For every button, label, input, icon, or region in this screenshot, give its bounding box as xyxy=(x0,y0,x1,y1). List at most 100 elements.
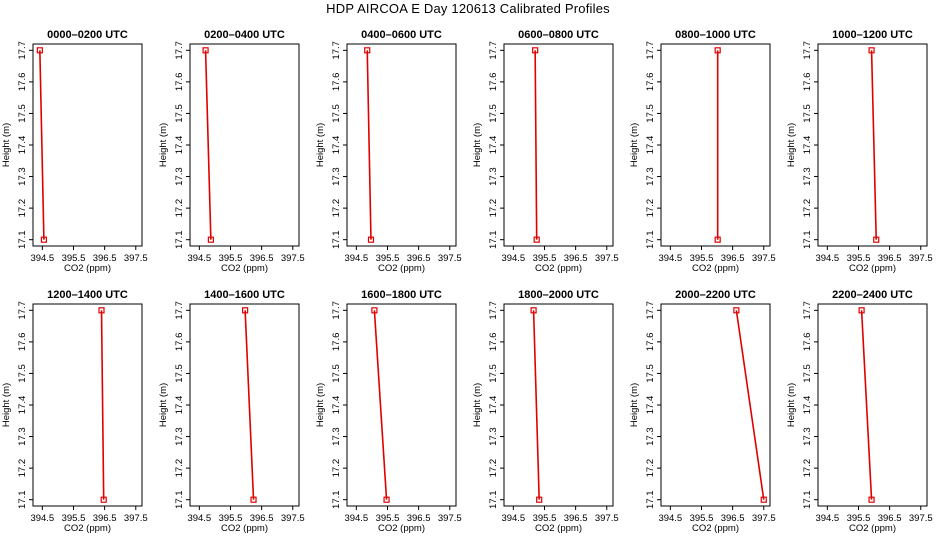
y-tick-label: 17.5 xyxy=(331,104,342,123)
plot-frame xyxy=(189,303,300,507)
data-point-marker xyxy=(873,236,880,243)
x-axis-label: CO2 (ppm) xyxy=(64,523,111,534)
x-axis-label: CO2 (ppm) xyxy=(535,263,582,274)
panel-title: 1800–2000 UTC xyxy=(518,289,599,301)
data-point-marker xyxy=(371,307,378,314)
profile-line xyxy=(870,50,878,240)
y-tick-label: 17.6 xyxy=(17,333,28,352)
x-tick-label: 395.5 xyxy=(62,513,86,524)
y-tick-label: 17.6 xyxy=(174,333,185,352)
y-tick-label: 17.7 xyxy=(331,301,342,320)
data-point-marker xyxy=(733,307,740,314)
x-tick-label: 395.5 xyxy=(847,253,871,264)
profile-panel: 1600–1800 UTC 394.5 395.5 396.5 397.5 17.1 17.… xyxy=(315,289,462,534)
x-tick-label: 394.5 xyxy=(658,253,682,264)
x-tick-label: 394.5 xyxy=(187,513,211,524)
y-tick-label: 17.4 xyxy=(802,396,813,415)
y-tick-label: 17.1 xyxy=(645,230,656,249)
x-tick-label: 395.5 xyxy=(62,253,86,264)
profile-line xyxy=(373,310,388,500)
y-tick-label: 17.4 xyxy=(174,136,185,155)
profile-panel: 2200–2400 UTC 394.5 395.5 396.5 397.5 17.1 17.… xyxy=(786,289,933,534)
y-tick-label: 17.2 xyxy=(331,199,342,218)
panel-title: 0000–0200 UTC xyxy=(47,29,128,41)
x-tick-label: 394.5 xyxy=(501,513,525,524)
y-tick-label: 17.5 xyxy=(645,104,656,123)
data-point-marker xyxy=(868,47,875,54)
y-axis-label: Height (m) xyxy=(315,123,326,167)
data-point-marker xyxy=(536,496,543,503)
panel-title: 1200–1400 UTC xyxy=(47,289,128,301)
y-tick-label: 17.7 xyxy=(331,41,342,60)
profile-line xyxy=(39,50,45,240)
y-axis-label: Height (m) xyxy=(158,383,169,427)
profile-line xyxy=(100,310,105,500)
y-tick-label: 17.5 xyxy=(174,104,185,123)
profile-panel: 0800–1000 UTC 394.5 395.5 396.5 397.5 17.1 17.… xyxy=(629,29,776,274)
y-tick-label: 17.6 xyxy=(17,73,28,92)
x-tick-label: 397.5 xyxy=(595,513,619,524)
y-tick-label: 17.1 xyxy=(802,230,813,249)
y-tick-label: 17.4 xyxy=(488,396,499,415)
x-tick-label: 396.5 xyxy=(564,253,588,264)
y-tick-label: 17.5 xyxy=(802,104,813,123)
x-axis-label: CO2 (ppm) xyxy=(221,263,268,274)
y-tick-label: 17.2 xyxy=(331,459,342,478)
y-tick-label: 17.3 xyxy=(17,427,28,446)
x-tick-label: 396.5 xyxy=(878,253,902,264)
profile-line xyxy=(534,50,538,240)
data-point-marker xyxy=(250,496,257,503)
x-tick-label: 394.5 xyxy=(344,513,368,524)
x-axis-label: CO2 (ppm) xyxy=(849,523,896,534)
y-tick-label: 17.5 xyxy=(645,364,656,383)
x-tick-label: 397.5 xyxy=(124,513,148,524)
y-tick-label: 17.7 xyxy=(488,41,499,60)
x-tick-label: 396.5 xyxy=(250,253,274,264)
x-tick-label: 395.5 xyxy=(847,513,871,524)
y-axis-label: Height (m) xyxy=(786,383,797,427)
y-tick-label: 17.3 xyxy=(645,427,656,446)
x-tick-label: 397.5 xyxy=(438,253,462,264)
x-axis-label: CO2 (ppm) xyxy=(535,523,582,534)
y-axis-label: Height (m) xyxy=(786,123,797,167)
plot-frame xyxy=(660,43,771,247)
y-tick-label: 17.7 xyxy=(802,301,813,320)
y-tick-label: 17.2 xyxy=(174,199,185,218)
y-tick-label: 17.3 xyxy=(645,167,656,186)
y-axis-label: Height (m) xyxy=(472,123,483,167)
figure-title: HDP AIRCOA E Day 120613 Calibrated Profi… xyxy=(326,1,610,16)
plot-frame xyxy=(346,303,457,507)
x-axis-label: CO2 (ppm) xyxy=(692,523,739,534)
data-point-marker xyxy=(858,307,865,314)
data-point-marker xyxy=(100,496,107,503)
x-tick-label: 397.5 xyxy=(909,253,933,264)
y-tick-label: 17.1 xyxy=(17,230,28,249)
x-tick-label: 395.5 xyxy=(219,253,243,264)
y-tick-label: 17.1 xyxy=(174,490,185,509)
x-tick-label: 394.5 xyxy=(501,253,525,264)
y-tick-label: 17.4 xyxy=(645,396,656,415)
y-tick-label: 17.5 xyxy=(17,364,28,383)
x-tick-label: 396.5 xyxy=(250,513,274,524)
y-tick-label: 17.2 xyxy=(17,199,28,218)
x-tick-label: 394.5 xyxy=(30,253,54,264)
y-tick-label: 17.3 xyxy=(331,167,342,186)
x-tick-label: 396.5 xyxy=(407,513,431,524)
y-tick-label: 17.1 xyxy=(645,490,656,509)
y-tick-label: 17.3 xyxy=(17,167,28,186)
x-tick-label: 397.5 xyxy=(124,253,148,264)
y-tick-label: 17.7 xyxy=(17,41,28,60)
y-axis-label: Height (m) xyxy=(629,123,640,167)
data-point-marker xyxy=(202,47,209,54)
y-tick-label: 17.4 xyxy=(802,136,813,155)
panel-title: 0600–0800 UTC xyxy=(518,29,599,41)
y-tick-label: 17.5 xyxy=(802,364,813,383)
y-tick-label: 17.3 xyxy=(174,167,185,186)
y-tick-label: 17.5 xyxy=(17,104,28,123)
y-axis-label: Height (m) xyxy=(158,123,169,167)
y-tick-label: 17.6 xyxy=(174,73,185,92)
profile-line xyxy=(366,50,372,240)
y-axis-label: Height (m) xyxy=(629,383,640,427)
profile-panel: 1200–1400 UTC 394.5 395.5 396.5 397.5 17.1 17.… xyxy=(1,289,148,534)
y-tick-label: 17.6 xyxy=(331,73,342,92)
